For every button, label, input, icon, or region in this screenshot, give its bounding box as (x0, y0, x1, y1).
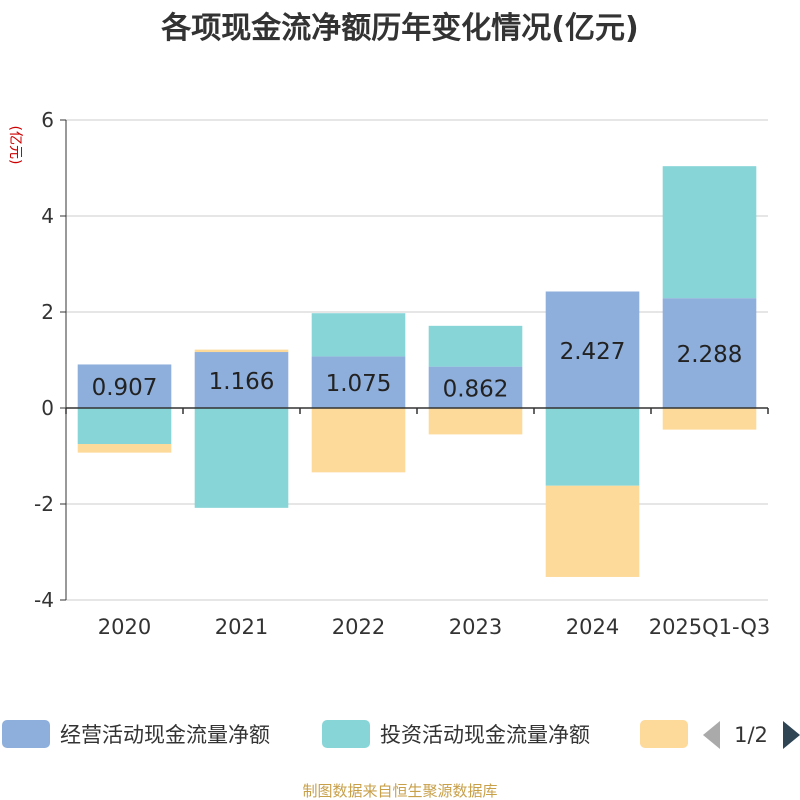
bar-series-1-2024 (545, 291, 640, 408)
source-note: 制图数据来自恒生聚源数据库 (302, 782, 497, 800)
x-tick-label: 2020 (98, 615, 151, 639)
y-tick-label: 2 (41, 300, 54, 324)
bar-series-1-2021 (194, 352, 289, 408)
data-labels: 0.907 1.166 1.075 0.862 2.427 2.288 (92, 339, 743, 403)
pager-next-icon[interactable] (783, 721, 800, 749)
bar-series-1-2022 (311, 356, 406, 408)
bar-series-2-2020 (77, 408, 172, 444)
y-tick-label: 0 (41, 396, 54, 420)
x-tick-label: 2023 (449, 615, 502, 639)
bar-series-3-2024 (545, 485, 640, 577)
bar-series-2-2025Q1-Q3 (662, 166, 757, 299)
x-tick-label: 2025Q1-Q3 (649, 615, 771, 639)
y-tick-label: 6 (41, 108, 54, 132)
bar-series-3-2021 (194, 349, 289, 353)
data-label: 1.075 (326, 371, 392, 397)
x-tick-label: 2022 (332, 615, 385, 639)
legend-swatch-3[interactable] (640, 720, 688, 748)
x-tick-label: 2024 (566, 615, 619, 639)
pager-prev-icon[interactable] (703, 721, 720, 749)
data-label: 0.907 (92, 375, 158, 401)
pager-indicator: 1/2 (734, 723, 768, 747)
bar-series-3-2025Q1-Q3 (662, 408, 757, 430)
legend-swatch-2[interactable] (322, 720, 370, 748)
grid-lines (66, 119, 768, 601)
x-tick-label: 2021 (215, 615, 268, 639)
bar-series-1-2020 (77, 364, 172, 408)
y-tick-label: -2 (34, 492, 54, 516)
bars (77, 166, 757, 577)
legend: 经营活动现金流量净额 投资活动现金流量净额 1/2 (2, 720, 800, 749)
bar-series-2-2024 (545, 408, 640, 486)
bar-series-2-2022 (311, 313, 406, 357)
data-label: 0.862 (443, 376, 509, 402)
bar-series-1-2025Q1-Q3 (662, 298, 757, 408)
bar-series-3-2022 (311, 408, 406, 473)
axes: -4 -2 0 2 4 6 2020 2021 2022 2023 2024 2025Q1-Q3 (34, 108, 770, 639)
y-axis-label: (亿元) (7, 126, 23, 165)
data-label: 2.427 (560, 339, 626, 365)
bar-series-3-2023 (428, 408, 523, 435)
bar-series-3-2020 (77, 444, 172, 453)
chart-title: 各项现金流净额历年变化情况(亿元) (160, 11, 638, 46)
legend-label-1[interactable]: 经营活动现金流量净额 (60, 723, 270, 747)
bar-series-2-2023 (428, 325, 523, 367)
y-tick-label: -4 (34, 588, 54, 612)
bar-series-2-2021 (194, 408, 289, 508)
y-tick-label: 4 (41, 204, 54, 228)
legend-swatch-1[interactable] (2, 720, 50, 748)
data-label: 2.288 (677, 342, 743, 368)
data-label: 1.166 (209, 369, 275, 395)
legend-label-2[interactable]: 投资活动现金流量净额 (380, 723, 590, 747)
bar-series-1-2023 (428, 366, 523, 408)
